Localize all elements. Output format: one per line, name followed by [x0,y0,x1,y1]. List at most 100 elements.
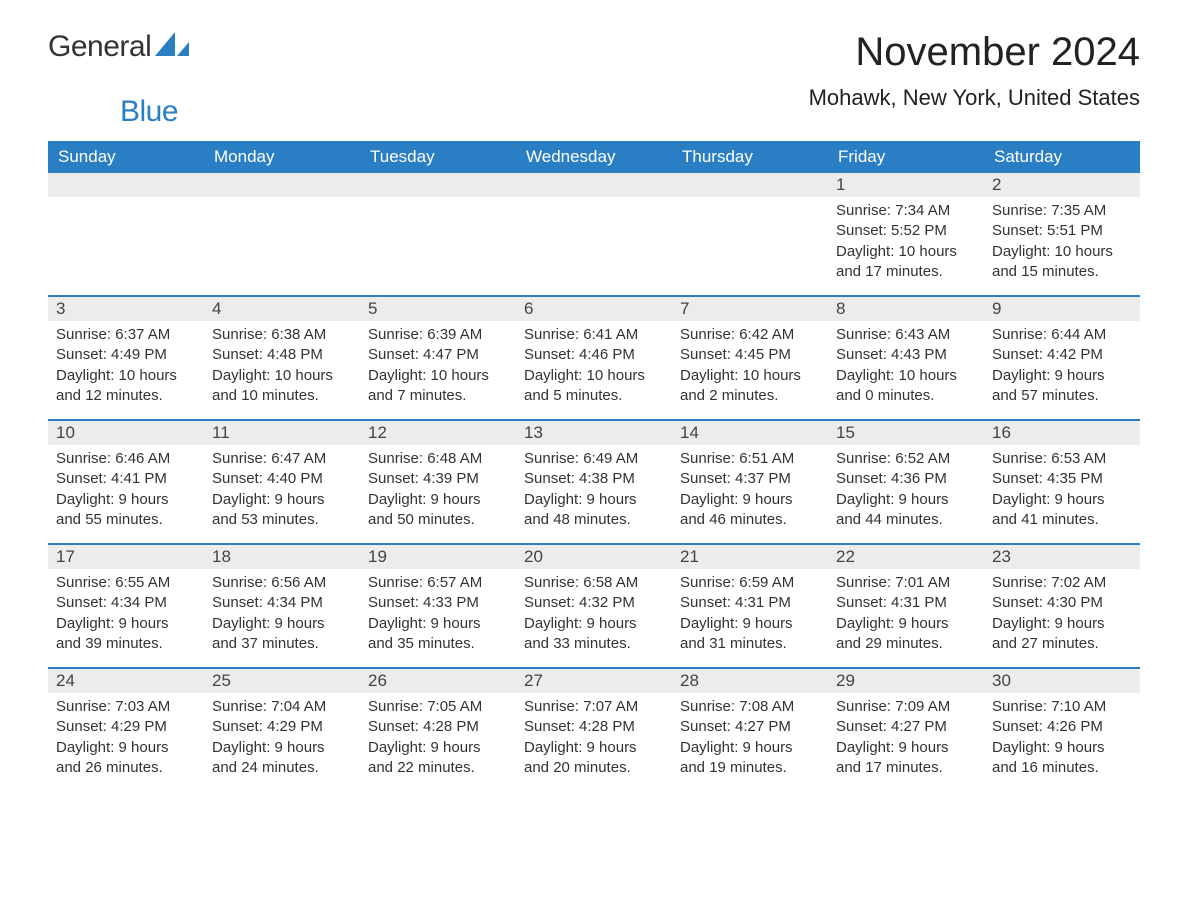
day-details: Sunrise: 7:07 AMSunset: 4:28 PMDaylight:… [516,693,672,784]
daylight2-text: and 19 minutes. [680,758,820,778]
day-number: 5 [360,297,516,321]
sunset-text: Sunset: 5:52 PM [836,221,976,241]
day-details: Sunrise: 6:53 AMSunset: 4:35 PMDaylight:… [984,445,1140,536]
day-number: 24 [48,669,204,693]
sunrise-text: Sunrise: 7:07 AM [524,697,664,717]
daylight2-text: and 15 minutes. [992,262,1132,282]
dow-cell: Wednesday [516,141,672,173]
sunset-text: Sunset: 4:45 PM [680,345,820,365]
day-cell: 15Sunrise: 6:52 AMSunset: 4:36 PMDayligh… [828,421,984,543]
daylight1-text: Daylight: 9 hours [524,614,664,634]
daylight1-text: Daylight: 10 hours [212,366,352,386]
day-details: Sunrise: 7:10 AMSunset: 4:26 PMDaylight:… [984,693,1140,784]
daylight2-text: and 17 minutes. [836,758,976,778]
day-details: Sunrise: 6:58 AMSunset: 4:32 PMDaylight:… [516,569,672,660]
sunrise-text: Sunrise: 6:55 AM [56,573,196,593]
daylight2-text: and 12 minutes. [56,386,196,406]
daylight1-text: Daylight: 9 hours [368,614,508,634]
day-number: 25 [204,669,360,693]
day-number: 7 [672,297,828,321]
day-number [48,173,204,197]
daylight1-text: Daylight: 10 hours [836,366,976,386]
sunrise-text: Sunrise: 7:08 AM [680,697,820,717]
day-cell: 12Sunrise: 6:48 AMSunset: 4:39 PMDayligh… [360,421,516,543]
day-details: Sunrise: 6:39 AMSunset: 4:47 PMDaylight:… [360,321,516,412]
sunrise-text: Sunrise: 6:58 AM [524,573,664,593]
day-details: Sunrise: 7:03 AMSunset: 4:29 PMDaylight:… [48,693,204,784]
day-cell: 29Sunrise: 7:09 AMSunset: 4:27 PMDayligh… [828,669,984,791]
sunset-text: Sunset: 4:31 PM [680,593,820,613]
daylight1-text: Daylight: 9 hours [836,738,976,758]
daylight2-text: and 0 minutes. [836,386,976,406]
day-cell: 27Sunrise: 7:07 AMSunset: 4:28 PMDayligh… [516,669,672,791]
sunset-text: Sunset: 4:35 PM [992,469,1132,489]
sunset-text: Sunset: 4:43 PM [836,345,976,365]
sunset-text: Sunset: 4:47 PM [368,345,508,365]
day-details: Sunrise: 6:47 AMSunset: 4:40 PMDaylight:… [204,445,360,536]
sunrise-text: Sunrise: 6:47 AM [212,449,352,469]
day-number: 23 [984,545,1140,569]
day-cell [672,173,828,295]
location: Mohawk, New York, United States [809,85,1140,111]
sunrise-text: Sunrise: 7:05 AM [368,697,508,717]
day-number: 26 [360,669,516,693]
sunrise-text: Sunrise: 6:52 AM [836,449,976,469]
daylight2-text: and 46 minutes. [680,510,820,530]
daylight2-text: and 37 minutes. [212,634,352,654]
day-number: 22 [828,545,984,569]
daylight1-text: Daylight: 9 hours [992,490,1132,510]
dow-cell: Saturday [984,141,1140,173]
daylight2-text: and 10 minutes. [212,386,352,406]
sunrise-text: Sunrise: 6:42 AM [680,325,820,345]
daylight1-text: Daylight: 9 hours [368,738,508,758]
day-cell: 30Sunrise: 7:10 AMSunset: 4:26 PMDayligh… [984,669,1140,791]
daylight2-text: and 55 minutes. [56,510,196,530]
dow-cell: Tuesday [360,141,516,173]
sunset-text: Sunset: 4:27 PM [680,717,820,737]
dow-cell: Sunday [48,141,204,173]
day-cell: 24Sunrise: 7:03 AMSunset: 4:29 PMDayligh… [48,669,204,791]
dow-cell: Thursday [672,141,828,173]
day-cell: 16Sunrise: 6:53 AMSunset: 4:35 PMDayligh… [984,421,1140,543]
daylight1-text: Daylight: 9 hours [836,614,976,634]
weeks-container: 1Sunrise: 7:34 AMSunset: 5:52 PMDaylight… [48,173,1140,791]
daylight1-text: Daylight: 10 hours [836,242,976,262]
day-cell: 9Sunrise: 6:44 AMSunset: 4:42 PMDaylight… [984,297,1140,419]
sunrise-text: Sunrise: 6:41 AM [524,325,664,345]
sunset-text: Sunset: 4:27 PM [836,717,976,737]
day-cell [48,173,204,295]
sunrise-text: Sunrise: 7:09 AM [836,697,976,717]
sunset-text: Sunset: 4:33 PM [368,593,508,613]
day-cell: 13Sunrise: 6:49 AMSunset: 4:38 PMDayligh… [516,421,672,543]
week-row: 17Sunrise: 6:55 AMSunset: 4:34 PMDayligh… [48,543,1140,667]
daylight2-text: and 16 minutes. [992,758,1132,778]
dow-cell: Friday [828,141,984,173]
sunset-text: Sunset: 4:48 PM [212,345,352,365]
day-number: 30 [984,669,1140,693]
day-cell: 8Sunrise: 6:43 AMSunset: 4:43 PMDaylight… [828,297,984,419]
day-cell: 10Sunrise: 6:46 AMSunset: 4:41 PMDayligh… [48,421,204,543]
daylight1-text: Daylight: 9 hours [836,490,976,510]
day-details: Sunrise: 6:52 AMSunset: 4:36 PMDaylight:… [828,445,984,536]
day-details: Sunrise: 7:09 AMSunset: 4:27 PMDaylight:… [828,693,984,784]
daylight2-text: and 5 minutes. [524,386,664,406]
daylight1-text: Daylight: 10 hours [992,242,1132,262]
daylight1-text: Daylight: 10 hours [56,366,196,386]
day-details: Sunrise: 7:04 AMSunset: 4:29 PMDaylight:… [204,693,360,784]
day-of-week-header: SundayMondayTuesdayWednesdayThursdayFrid… [48,141,1140,173]
sunset-text: Sunset: 4:42 PM [992,345,1132,365]
day-cell: 18Sunrise: 6:56 AMSunset: 4:34 PMDayligh… [204,545,360,667]
daylight1-text: Daylight: 9 hours [680,738,820,758]
day-number: 2 [984,173,1140,197]
day-cell: 22Sunrise: 7:01 AMSunset: 4:31 PMDayligh… [828,545,984,667]
week-row: 10Sunrise: 6:46 AMSunset: 4:41 PMDayligh… [48,419,1140,543]
daylight1-text: Daylight: 9 hours [680,490,820,510]
day-cell: 1Sunrise: 7:34 AMSunset: 5:52 PMDaylight… [828,173,984,295]
day-cell [516,173,672,295]
logo-sail-icon [155,30,189,64]
day-details: Sunrise: 7:05 AMSunset: 4:28 PMDaylight:… [360,693,516,784]
day-cell: 19Sunrise: 6:57 AMSunset: 4:33 PMDayligh… [360,545,516,667]
month-title: November 2024 [809,30,1140,75]
day-number: 19 [360,545,516,569]
daylight1-text: Daylight: 9 hours [56,738,196,758]
